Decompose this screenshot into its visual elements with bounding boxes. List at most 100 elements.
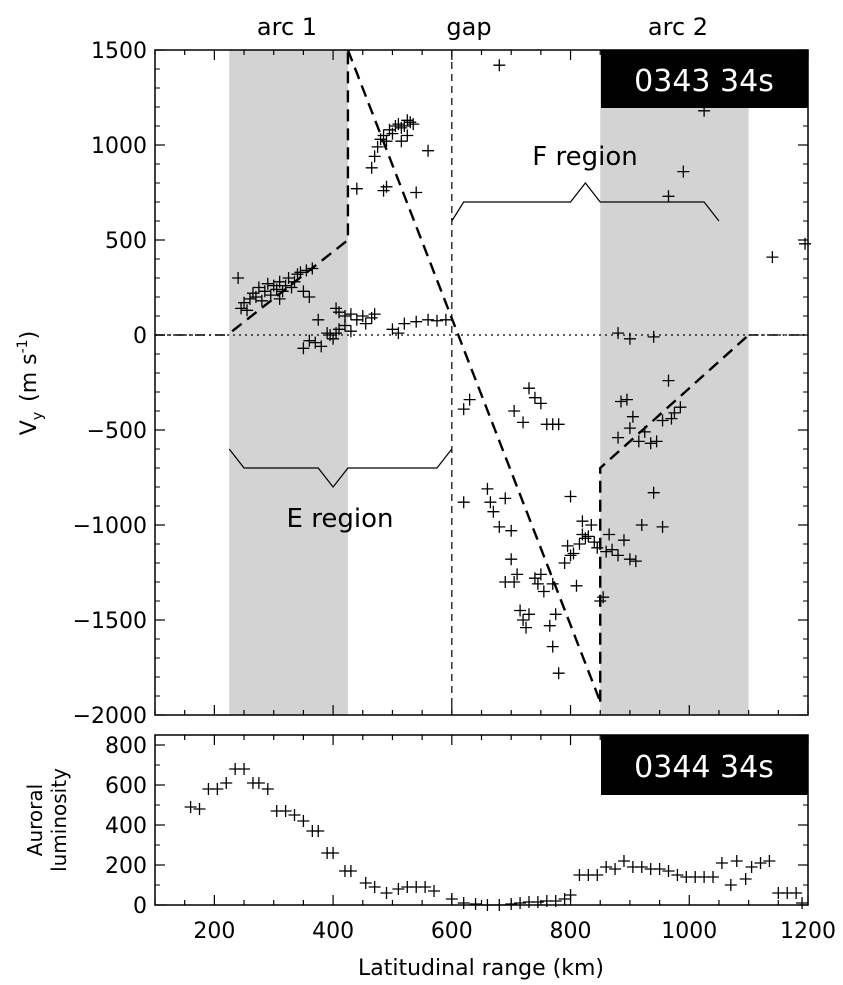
y-axis-label-bottom-line1: Auroral xyxy=(23,784,47,856)
velocity-point xyxy=(528,391,541,404)
luminosity-point xyxy=(344,865,357,877)
luminosity-point xyxy=(600,861,613,873)
time-badge-bottom: 0344 34s xyxy=(601,735,808,795)
luminosity-point xyxy=(796,897,809,909)
luminosity-point xyxy=(707,871,720,883)
f-region-bracket xyxy=(451,182,720,222)
bottom-y-tick-label: 800 xyxy=(105,734,147,759)
velocity-point xyxy=(644,437,657,450)
velocity-point xyxy=(558,557,571,569)
label-arc-2: arc 2 xyxy=(648,13,708,41)
velocity-point xyxy=(499,576,512,588)
velocity-point xyxy=(520,621,533,634)
velocity-point xyxy=(297,342,310,355)
luminosity-point xyxy=(635,861,648,873)
velocity-point xyxy=(597,591,610,604)
y-axis-label-bottom-line2: luminosity xyxy=(47,768,71,872)
luminosity-point xyxy=(392,883,405,895)
velocity-point xyxy=(576,515,589,528)
velocity-point xyxy=(505,524,518,537)
luminosity-point xyxy=(531,896,544,908)
luminosity-point xyxy=(763,855,776,867)
velocity-point xyxy=(662,190,675,203)
velocity-point xyxy=(623,553,636,566)
luminosity-point xyxy=(193,803,206,815)
velocity-point xyxy=(380,135,393,148)
velocity-point xyxy=(457,403,470,416)
velocity-point xyxy=(629,555,642,568)
bottom-axes: 200 400 600 800 1000 1200 0 200 400 600 800 xyxy=(105,734,836,944)
velocity-point xyxy=(344,325,357,338)
velocity-point xyxy=(377,184,390,197)
velocity-point xyxy=(582,530,595,543)
velocity-point xyxy=(395,135,408,148)
velocity-point xyxy=(552,418,565,431)
velocity-point xyxy=(537,585,550,598)
velocity-point xyxy=(330,327,343,340)
velocity-point xyxy=(656,414,669,427)
luminosity-point xyxy=(514,897,527,909)
velocity-point xyxy=(632,435,645,448)
velocity-point xyxy=(668,406,681,419)
velocity-point xyxy=(368,150,381,163)
luminosity-point xyxy=(745,861,758,873)
velocity-point xyxy=(422,313,435,326)
luminosity-point xyxy=(469,898,482,910)
luminosity-point xyxy=(419,881,432,893)
velocity-point xyxy=(623,332,636,345)
bottom-panel: 200 400 600 800 1000 1200 0 200 400 600 800 0344 3… xyxy=(23,734,836,981)
shaded-regions xyxy=(229,50,749,715)
luminosity-point xyxy=(591,869,604,881)
luminosity-point xyxy=(653,863,666,875)
velocity-point xyxy=(603,528,616,541)
model-line-2 xyxy=(346,49,602,703)
region-brackets xyxy=(228,182,720,488)
velocity-point xyxy=(386,127,399,140)
velocity-point xyxy=(665,412,678,425)
velocity-point xyxy=(522,382,535,395)
luminosity-point xyxy=(790,887,803,899)
luminosity-point xyxy=(312,825,325,837)
velocity-point xyxy=(567,547,580,560)
velocity-point xyxy=(407,118,420,131)
velocity-point xyxy=(264,289,277,302)
velocity-point xyxy=(481,482,494,495)
velocity-point xyxy=(430,314,443,327)
luminosity-point xyxy=(671,869,684,881)
luminosity-point xyxy=(327,847,340,859)
e-region-label: E region xyxy=(287,504,394,534)
bottom-y-tick-label: 200 xyxy=(105,854,147,879)
bottom-x-tick-label: 1000 xyxy=(661,919,717,944)
velocity-point xyxy=(656,520,669,533)
velocity-point xyxy=(487,505,500,518)
velocity-point xyxy=(371,140,384,153)
velocity-point xyxy=(276,285,289,298)
velocity-point xyxy=(534,568,547,581)
velocity-point xyxy=(588,536,601,549)
velocity-point xyxy=(401,129,414,142)
velocity-point xyxy=(517,416,530,429)
velocity-point xyxy=(350,182,363,195)
luminosity-point xyxy=(662,865,675,877)
velocity-point xyxy=(549,608,562,621)
velocity-point xyxy=(327,332,340,345)
velocity-point xyxy=(338,319,351,332)
velocity-point xyxy=(484,496,497,509)
velocity-point xyxy=(591,541,604,554)
velocity-point xyxy=(368,308,381,321)
model-line-3 xyxy=(599,334,750,702)
velocity-point xyxy=(439,313,452,326)
velocity-point xyxy=(365,161,378,174)
velocity-point xyxy=(564,490,577,503)
velocity-point xyxy=(303,291,316,303)
luminosity-point xyxy=(428,885,441,897)
velocity-point xyxy=(288,275,301,288)
velocity-point xyxy=(395,121,408,134)
velocity-point xyxy=(612,431,625,444)
velocity-point xyxy=(300,264,313,277)
luminosity-point xyxy=(220,777,233,789)
velocity-point xyxy=(312,313,325,326)
velocity-point xyxy=(294,266,307,279)
velocity-point xyxy=(561,539,574,552)
